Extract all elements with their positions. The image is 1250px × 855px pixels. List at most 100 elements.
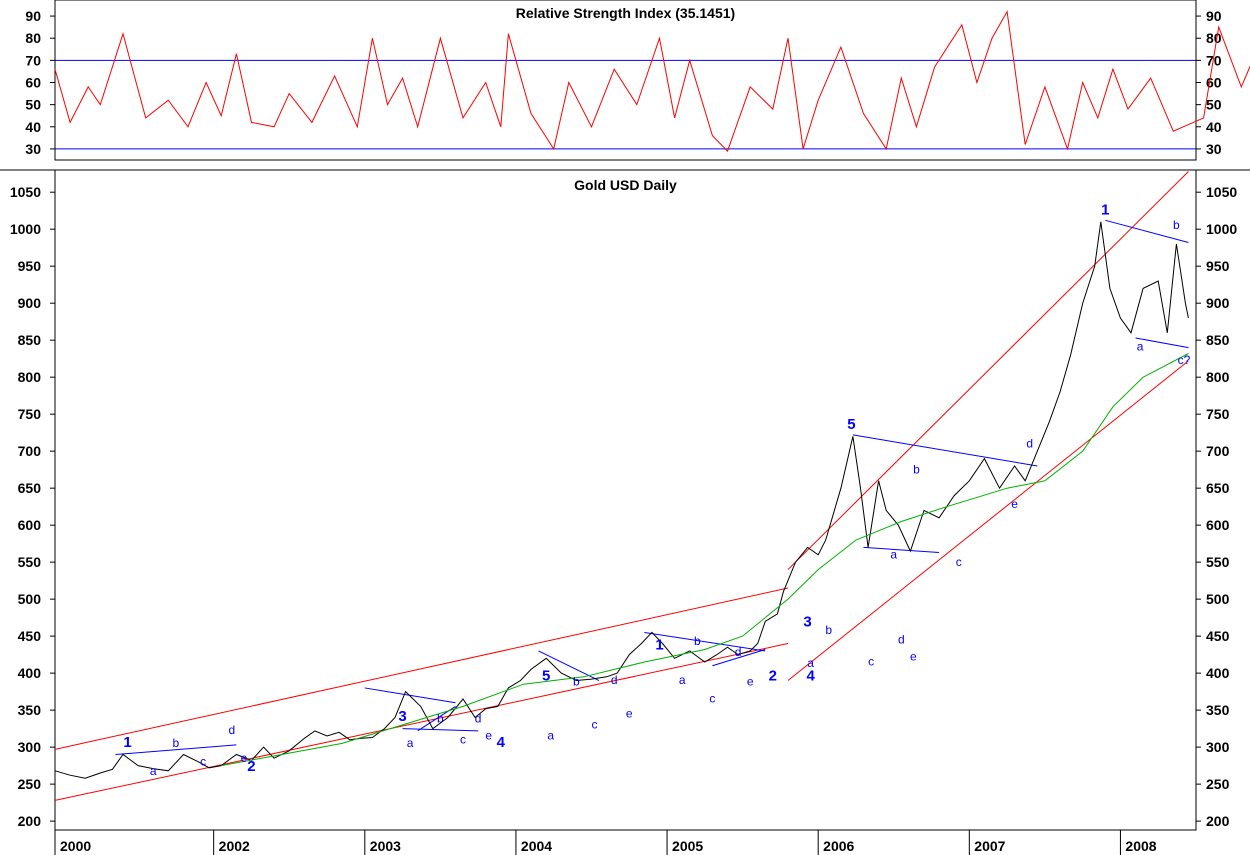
price-y-tick-label-right: 650 [1206,480,1230,496]
subwave-label: a [547,729,554,743]
wave-label: 1 [1101,201,1109,218]
subwave-label: c [592,718,598,732]
subwave-label: c? [1178,353,1191,367]
price-y-tick-label-right: 600 [1206,517,1230,533]
rsi-line [54,10,1250,153]
subwave-label: e [241,751,248,765]
pattern-line [1105,219,1189,243]
price-y-tick-label-left: 350 [18,702,42,718]
rsi-y-tick-label-left: 40 [25,119,41,135]
rsi-frame [54,0,1197,161]
subwave-label: e [747,675,754,689]
x-tick-label: 2006 [823,838,854,854]
price-y-tick-label-right: 300 [1206,739,1230,755]
subwave-label: b [1173,218,1180,232]
price-y-tick-label-right: 850 [1206,332,1230,348]
price-y-tick-label-left: 750 [18,406,42,422]
subwave-label: a [679,673,686,687]
rsi-y-tick-label-right: 90 [1206,8,1222,24]
gold-price-line [54,221,1189,779]
pattern-line [115,744,237,756]
price-y-tick-label-left: 950 [18,258,42,274]
price-y-tick-label-left: 250 [18,776,42,792]
price-y-tick-label-left: 600 [18,517,42,533]
pattern-line [852,434,1038,467]
pattern-line [364,687,456,704]
subwave-label: b [437,712,444,726]
subwave-label: d [735,645,742,659]
subwave-label: c [709,692,715,706]
rsi-y-tick-label-right: 70 [1206,52,1222,68]
price-y-tick-label-left: 850 [18,332,42,348]
subwave-label: b [694,634,701,648]
subwave-label: a [807,656,814,670]
price-y-tick-label-left: 650 [18,480,42,496]
rsi-y-tick-label-right: 80 [1206,30,1222,46]
rsi-y-tick-label-left: 90 [25,8,41,24]
price-y-tick-label-left: 550 [18,554,42,570]
subwave-label: c [200,755,206,769]
subwave-label: a [890,547,897,561]
price-y-tick-label-right: 400 [1206,665,1230,681]
price-frame [54,169,1197,831]
price-y-tick-label-left: 450 [18,628,42,644]
x-tick-label: 2003 [370,838,401,854]
price-title: Gold USD Daily [574,177,677,193]
subwave-label: a [150,764,157,778]
price-y-tick-label-right: 550 [1206,554,1230,570]
subwave-label: e [910,650,917,664]
x-tick-label: 2005 [672,838,703,854]
subwave-label: b [913,462,920,476]
wave-label: 1 [655,636,663,653]
price-y-tick-label-left: 400 [18,665,42,681]
price-y-tick-label-right: 350 [1206,702,1230,718]
price-y-tick-label-right: 450 [1206,628,1230,644]
subwave-label: d [1026,436,1033,450]
price-y-tick-label-left: 800 [18,369,42,385]
x-tick-label: 2007 [974,838,1005,854]
x-tick-label: 2004 [521,838,552,854]
rsi-y-tick-label-left: 60 [25,75,41,91]
pattern-line [1135,337,1189,349]
rsi-title: Relative Strength Index (35.1451) [516,5,735,21]
wave-label: 4 [806,668,815,685]
price-y-tick-label-right: 500 [1206,591,1230,607]
subwave-label: e [626,707,633,721]
rsi-y-tick-label-right: 30 [1206,141,1222,157]
subwave-label: e [1011,497,1018,511]
price-y-tick-label-left: 300 [18,739,42,755]
pattern-line [644,631,766,652]
subwave-label: d [475,712,482,726]
wave-label: 3 [803,614,811,631]
rsi-y-tick-label-right: 40 [1206,119,1222,135]
pattern-line [402,728,479,732]
wave-label: 4 [497,734,506,751]
wave-label: 1 [123,734,131,751]
subwave-label: e [485,729,492,743]
price-y-tick-label-right: 800 [1206,369,1230,385]
price-y-tick-label-left: 500 [18,591,42,607]
price-y-tick-label-left: 200 [18,813,42,829]
price-y-tick-label-right: 750 [1206,406,1230,422]
channel-line [787,360,1189,681]
price-y-tick-label-left: 700 [18,443,42,459]
subwave-label: d [898,633,905,647]
wave-label: 5 [542,668,550,685]
subwave-label: b [173,736,180,750]
rsi-y-tick-label-left: 50 [25,97,41,113]
moving-average-line [221,353,1189,767]
wave-label: 5 [847,416,855,433]
rsi-y-tick-label-right: 50 [1206,97,1222,113]
channel-line [787,171,1189,570]
price-y-tick-label-right: 250 [1206,776,1230,792]
subwave-label: b [573,675,580,689]
price-y-tick-label-left: 1000 [10,221,41,237]
rsi-y-tick-label-left: 30 [25,141,41,157]
wave-label: 2 [247,758,255,775]
channel-line [54,643,789,801]
subwave-label: d [611,673,618,687]
price-y-tick-label-right: 1000 [1206,221,1237,237]
subwave-label: c [868,655,874,669]
subwave-label: a [407,736,414,750]
